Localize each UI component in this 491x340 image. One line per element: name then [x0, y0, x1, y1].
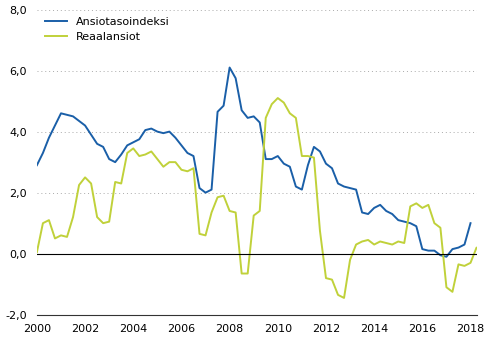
Legend: Ansiotasoindeksi, Reaalansiot: Ansiotasoindeksi, Reaalansiot	[42, 15, 172, 44]
Ansiotasoindeksi	[432, 249, 437, 253]
Reaalansiot	[220, 194, 226, 198]
Reaalansiot	[233, 210, 239, 215]
Ansiotasoindeksi	[227, 66, 233, 70]
Reaalansiot	[191, 166, 196, 170]
Ansiotasoindeksi	[413, 224, 419, 228]
Ansiotasoindeksi	[130, 140, 136, 144]
Reaalansiot	[124, 151, 130, 155]
Ansiotasoindeksi	[179, 143, 185, 148]
Ansiotasoindeksi	[34, 163, 40, 167]
Line: Ansiotasoindeksi: Ansiotasoindeksi	[37, 68, 470, 257]
Ansiotasoindeksi	[257, 120, 263, 124]
Line: Reaalansiot: Reaalansiot	[37, 98, 491, 298]
Reaalansiot	[34, 250, 40, 254]
Ansiotasoindeksi	[443, 255, 449, 259]
Reaalansiot	[275, 96, 281, 100]
Reaalansiot	[293, 116, 299, 120]
Reaalansiot	[341, 296, 347, 300]
Ansiotasoindeksi	[401, 220, 407, 224]
Reaalansiot	[185, 169, 191, 173]
Ansiotasoindeksi	[467, 221, 473, 225]
